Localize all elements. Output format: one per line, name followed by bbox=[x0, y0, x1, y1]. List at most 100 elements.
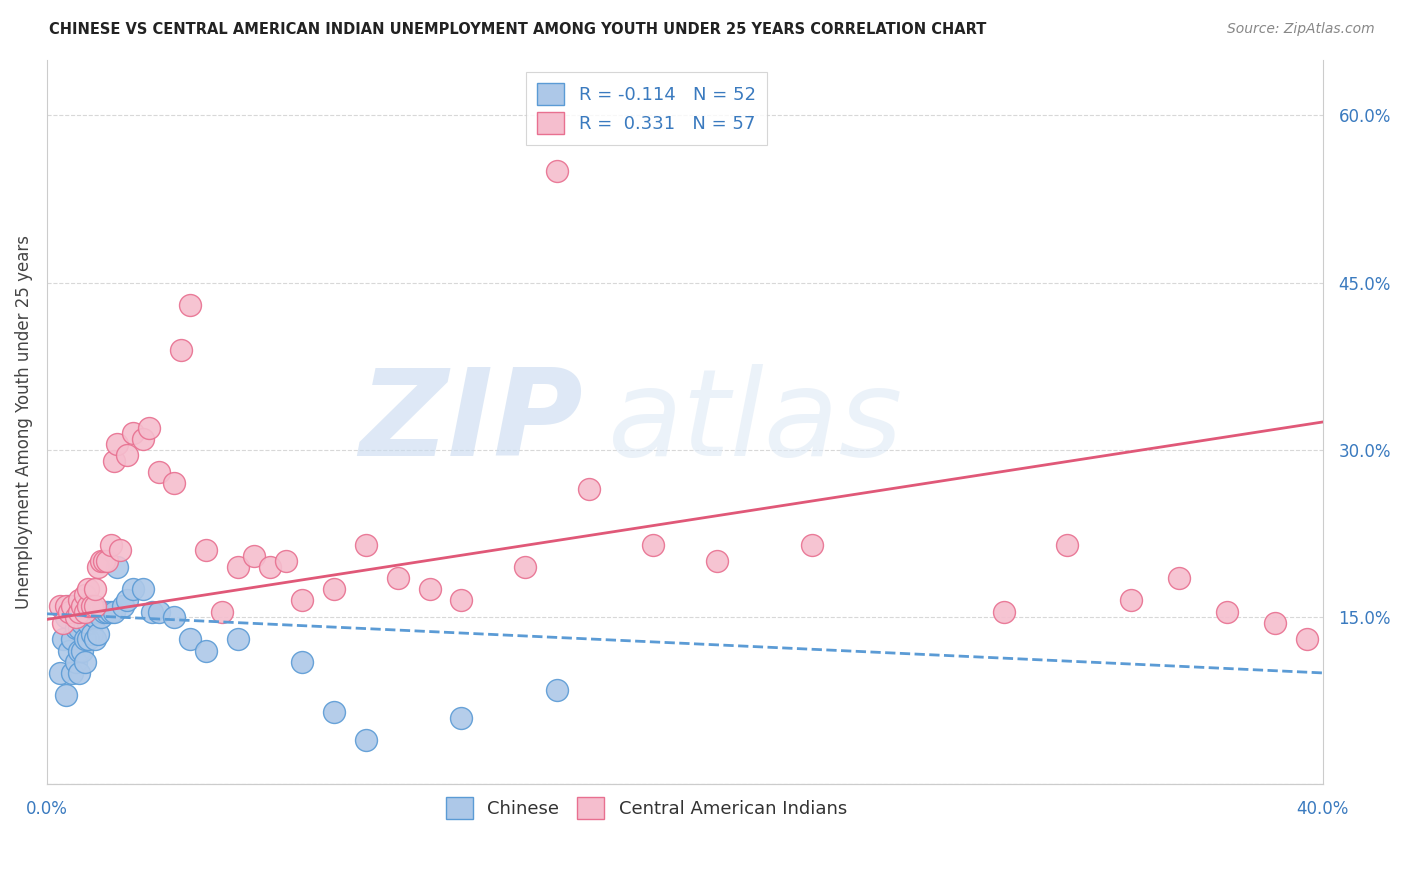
Point bbox=[103, 605, 125, 619]
Point bbox=[67, 643, 90, 657]
Point bbox=[60, 605, 83, 619]
Point bbox=[243, 549, 266, 563]
Point bbox=[801, 538, 824, 552]
Point bbox=[1121, 593, 1143, 607]
Point bbox=[578, 482, 600, 496]
Point bbox=[96, 605, 118, 619]
Text: atlas: atlas bbox=[609, 364, 904, 481]
Point bbox=[170, 343, 193, 357]
Point bbox=[195, 543, 218, 558]
Point bbox=[60, 599, 83, 613]
Point bbox=[87, 605, 110, 619]
Point bbox=[419, 582, 441, 597]
Point bbox=[55, 688, 77, 702]
Point bbox=[100, 538, 122, 552]
Point bbox=[75, 605, 97, 619]
Point bbox=[291, 593, 314, 607]
Point bbox=[450, 710, 472, 724]
Point bbox=[75, 655, 97, 669]
Point bbox=[70, 599, 93, 613]
Point bbox=[450, 593, 472, 607]
Point bbox=[70, 599, 93, 613]
Point bbox=[105, 437, 128, 451]
Point bbox=[60, 665, 83, 680]
Point bbox=[1056, 538, 1078, 552]
Point bbox=[75, 605, 97, 619]
Point bbox=[67, 599, 90, 613]
Point bbox=[706, 554, 728, 568]
Legend: Chinese, Central American Indians: Chinese, Central American Indians bbox=[439, 789, 855, 826]
Point bbox=[115, 593, 138, 607]
Point bbox=[77, 615, 100, 630]
Point bbox=[322, 582, 344, 597]
Point bbox=[65, 655, 87, 669]
Point bbox=[96, 554, 118, 568]
Point bbox=[80, 605, 103, 619]
Point bbox=[52, 632, 75, 647]
Text: Source: ZipAtlas.com: Source: ZipAtlas.com bbox=[1227, 22, 1375, 37]
Point bbox=[48, 599, 70, 613]
Point bbox=[122, 582, 145, 597]
Point bbox=[226, 632, 249, 647]
Point bbox=[148, 465, 170, 479]
Point bbox=[141, 605, 163, 619]
Point bbox=[77, 632, 100, 647]
Point bbox=[65, 621, 87, 635]
Point bbox=[138, 420, 160, 434]
Point bbox=[515, 560, 537, 574]
Point bbox=[77, 582, 100, 597]
Point bbox=[387, 571, 409, 585]
Point bbox=[87, 560, 110, 574]
Point bbox=[87, 627, 110, 641]
Point bbox=[211, 605, 233, 619]
Point bbox=[226, 560, 249, 574]
Point bbox=[77, 599, 100, 613]
Point bbox=[110, 543, 132, 558]
Point bbox=[131, 432, 153, 446]
Point bbox=[1295, 632, 1317, 647]
Point bbox=[83, 599, 105, 613]
Point bbox=[70, 615, 93, 630]
Point bbox=[546, 682, 568, 697]
Point bbox=[55, 599, 77, 613]
Point bbox=[122, 426, 145, 441]
Point bbox=[259, 560, 281, 574]
Text: ZIP: ZIP bbox=[359, 364, 582, 481]
Point bbox=[75, 588, 97, 602]
Point bbox=[179, 298, 201, 312]
Point bbox=[274, 554, 297, 568]
Point bbox=[322, 705, 344, 719]
Point bbox=[77, 599, 100, 613]
Point bbox=[67, 621, 90, 635]
Point bbox=[70, 643, 93, 657]
Point bbox=[75, 632, 97, 647]
Point bbox=[58, 605, 80, 619]
Point bbox=[58, 643, 80, 657]
Point bbox=[1216, 605, 1239, 619]
Point bbox=[67, 665, 90, 680]
Point bbox=[1168, 571, 1191, 585]
Point bbox=[354, 538, 377, 552]
Point bbox=[48, 665, 70, 680]
Point bbox=[1264, 615, 1286, 630]
Point bbox=[83, 582, 105, 597]
Point bbox=[115, 449, 138, 463]
Point bbox=[291, 655, 314, 669]
Point bbox=[67, 605, 90, 619]
Point bbox=[93, 554, 115, 568]
Point bbox=[163, 610, 186, 624]
Point bbox=[60, 632, 83, 647]
Point bbox=[83, 610, 105, 624]
Point bbox=[112, 599, 135, 613]
Point bbox=[993, 605, 1015, 619]
Point bbox=[52, 615, 75, 630]
Point bbox=[65, 599, 87, 613]
Point bbox=[83, 632, 105, 647]
Point bbox=[195, 643, 218, 657]
Point bbox=[90, 554, 112, 568]
Point bbox=[65, 610, 87, 624]
Point bbox=[148, 605, 170, 619]
Point bbox=[546, 164, 568, 178]
Point bbox=[90, 610, 112, 624]
Point bbox=[80, 599, 103, 613]
